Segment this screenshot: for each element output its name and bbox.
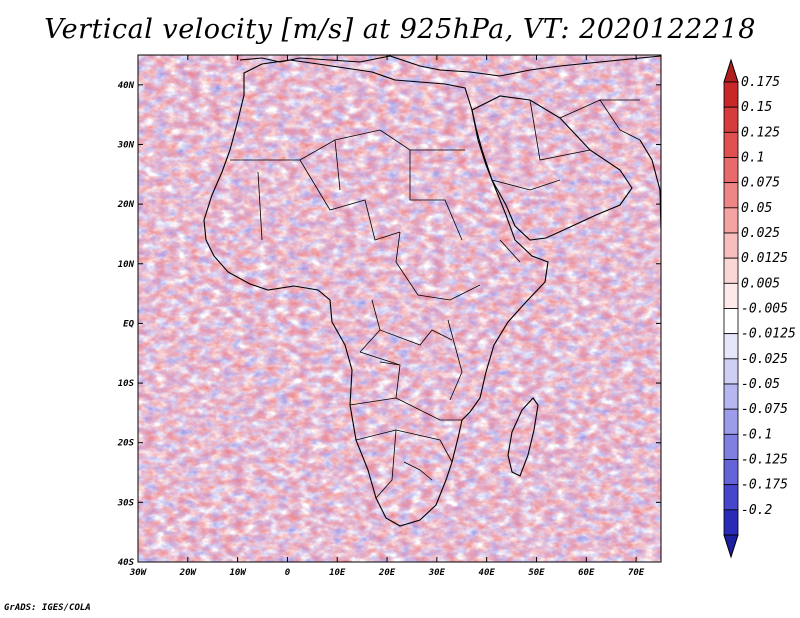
colorbar-label: -0.025 <box>741 352 788 367</box>
lat-tick-label: 30S <box>117 498 135 508</box>
lat-tick-label: EQ <box>123 319 134 329</box>
lon-tick-label: 10E <box>329 568 346 578</box>
colorbar-label: -0.005 <box>741 302 788 317</box>
colorbar-label: 0.125 <box>741 125 780 140</box>
colorbar-label: 0.175 <box>741 75 780 90</box>
lon-tick-label: 40E <box>479 568 496 578</box>
colorbar-swatch <box>723 106 739 133</box>
lat-tick-label: 10N <box>118 260 135 270</box>
colorbar-swatch <box>723 207 739 234</box>
colorbar-label: 0.1 <box>741 151 764 166</box>
colorbar-swatch <box>723 257 739 284</box>
colorbar-min-arrow <box>723 534 739 559</box>
colorbar-label: -0.125 <box>741 453 788 468</box>
colorbar-swatch <box>723 459 739 486</box>
lon-tick-label: 20W <box>179 568 198 578</box>
colorbar-label: -0.075 <box>741 402 788 417</box>
colorbar-label: 0.025 <box>741 226 780 241</box>
madagascar-coastline <box>507 397 539 477</box>
colorbar-label: -0.175 <box>741 478 788 493</box>
colorbar-label: -0.05 <box>741 377 780 392</box>
lon-tick-label: 30W <box>129 568 148 578</box>
longitude-axis: 30W 20W 10W 0 10E 20E 30E 40E 50E 60E 70E <box>129 55 645 578</box>
lat-tick-label: 20N <box>117 200 135 210</box>
plot-frame <box>137 54 662 563</box>
lon-tick-label: 70E <box>628 568 645 578</box>
colorbar-swatch <box>723 433 739 460</box>
lat-tick-label: 30N <box>117 140 135 150</box>
colorbar-swatch <box>723 157 739 184</box>
colorbar-swatch <box>723 358 739 385</box>
lon-tick-label: 20E <box>378 568 396 578</box>
colorbar-swatch <box>723 308 739 335</box>
colorbar-max-arrow <box>723 58 739 83</box>
colorbar-swatch <box>723 408 739 435</box>
lon-tick-label: 50E <box>528 568 545 578</box>
colorbar-label: 0.075 <box>741 176 780 191</box>
lat-tick-label: 10S <box>118 379 135 389</box>
colorbar-swatch <box>723 333 739 360</box>
europe-coastline <box>239 55 661 77</box>
colorbar-label: 0.005 <box>741 276 780 291</box>
colorbar-label: 0.0125 <box>741 251 788 266</box>
velocity-field <box>138 55 661 562</box>
map-title: Vertical velocity [m/s] at 925hPa, VT: 2… <box>44 14 756 45</box>
colorbar-label: -0.1 <box>741 427 772 442</box>
colorbar-swatch <box>723 131 739 158</box>
colorbar-swatch <box>723 509 739 536</box>
arabia-coastline <box>471 95 633 241</box>
colorbar-swatch <box>723 383 739 410</box>
coastlines <box>203 55 661 527</box>
colorbar-label: -0.2 <box>741 503 772 518</box>
lon-tick-label: 60E <box>578 568 595 578</box>
lon-tick-label: 30E <box>428 568 446 578</box>
colorbar-swatch <box>723 282 739 309</box>
lon-tick-label: 0 <box>285 568 291 578</box>
lat-tick-label: 40S <box>118 558 135 568</box>
colorbar-swatch <box>723 484 739 511</box>
colorbar: 0.175 0.15 0.125 0.1 0.075 0.05 0.025 0.0125 0.0… <box>723 58 796 559</box>
colorbar-label: 0.05 <box>741 201 772 216</box>
country-borders <box>230 99 641 499</box>
colorbar-label: 0.15 <box>741 100 772 115</box>
lat-tick-label: 20S <box>117 439 135 449</box>
colorbar-label: -0.0125 <box>741 327 796 342</box>
colorbar-swatch <box>723 182 739 209</box>
colorbar-swatch <box>723 232 739 259</box>
lat-tick-label: 40N <box>118 81 135 91</box>
lon-tick-label: 10W <box>229 568 247 578</box>
footer-credit: GrADS: IGES/COLA <box>4 603 91 613</box>
colorbar-swatch <box>723 81 739 108</box>
latitude-axis: 40N 30N 20N 10N EQ 10S 20S 30S 40S <box>117 81 661 568</box>
